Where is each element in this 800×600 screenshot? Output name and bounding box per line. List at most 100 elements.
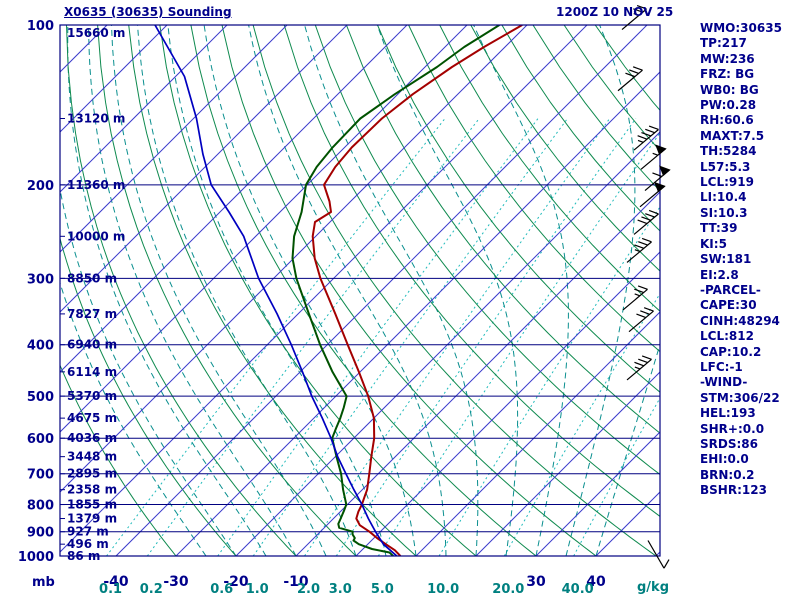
isotherm-line (235, 131, 660, 556)
stat-line: LCL:812 (700, 329, 754, 344)
height-label: 86 m (67, 549, 100, 563)
pressure-label: 500 (27, 390, 54, 405)
stat-line: SI:10.3 (700, 205, 748, 220)
isotherm-line (295, 191, 660, 556)
mixing-ratio-label: 2.0 (297, 582, 320, 597)
stat-line: CINH:48294 (700, 313, 780, 328)
dry-adiabat-line (345, 25, 660, 434)
stat-line: EHI:0.0 (700, 452, 749, 467)
height-label: 1855 m (67, 498, 117, 512)
stat-line: BRN:0.2 (700, 467, 755, 482)
temp-label: -30 (163, 574, 189, 590)
stats-panel: WMO:30635 TP:217 MW:236 FRZ: BG WB0: BG PW:0.… (700, 21, 782, 499)
isotherm-line (60, 25, 588, 553)
dry-adiabat-line (314, 25, 660, 476)
moist-adiabat-line (67, 25, 267, 556)
height-label: 4036 m (67, 431, 117, 445)
pressure-unit-label: mb (32, 575, 55, 590)
mixing-ratio-label: 20.0 (492, 582, 524, 597)
dry-adiabat-line (252, 25, 657, 556)
pressure-label: 100 (27, 19, 54, 34)
stat-line: RH:60.6 (700, 113, 754, 128)
stat-line: CAP:10.2 (700, 344, 762, 359)
chart-background (60, 25, 660, 556)
temp-label: -40 (103, 574, 129, 590)
moist-adiabat-line (203, 25, 417, 556)
wind-barbs-layer (617, 5, 671, 569)
stat-line: TT:39 (700, 221, 738, 236)
stat-line: HEL:193 (700, 406, 756, 421)
isotherm-line (60, 25, 168, 133)
dry-adiabat-line (159, 25, 477, 556)
stat-line: SRDS:86 (700, 436, 758, 451)
isotherm-line (115, 25, 648, 556)
dry-adiabat-line (190, 25, 537, 556)
height-label: 10000 m (67, 229, 125, 243)
plot-border (59, 24, 661, 557)
wind-barb (633, 125, 659, 151)
stat-line: LFC:-1 (700, 359, 743, 374)
pressure-label: 600 (27, 432, 54, 447)
moist-adiabat-line (565, 25, 636, 556)
mixing-unit-label: g/kg (637, 580, 670, 595)
pressure-label: 700 (27, 468, 54, 483)
wind-barb (639, 181, 666, 208)
pressure-label: 200 (27, 179, 54, 194)
stat-line: TP:217 (700, 36, 747, 51)
dry-adiabat-line (377, 25, 660, 393)
height-label: 1379 m (67, 512, 117, 526)
mixing-ratio-line (438, 205, 660, 556)
height-label: 11360 m (67, 178, 125, 192)
dry-adiabat-line (439, 25, 660, 312)
wind-barb (640, 144, 667, 170)
dry-adiabat-line (283, 25, 660, 518)
isotherm-line (60, 25, 348, 313)
dry-adiabat-line (97, 25, 357, 556)
wind-barb (644, 165, 671, 192)
pressure-label: 1000 (18, 550, 54, 565)
isotherm-line (60, 25, 408, 373)
height-label: 2358 m (67, 483, 117, 497)
mixing-ratio-line (335, 118, 637, 556)
wind-barb (621, 5, 647, 31)
stat-line: MW:236 (700, 51, 755, 66)
dry-adiabat-line (60, 236, 237, 556)
stat-line: TH:5284 (700, 144, 757, 159)
chart-title: X0635 (30635) Sounding (64, 5, 232, 19)
mixing-ratio-label: 0.1 (99, 582, 122, 597)
mixing-ratio-line (217, 118, 539, 556)
stat-line: MAXT:7.5 (700, 128, 765, 143)
temp-label: 30 (526, 574, 546, 590)
mixing-ratio-label: 1.0 (246, 582, 269, 597)
height-label: 6114 m (67, 365, 117, 379)
isotherm-line (60, 25, 528, 493)
stat-line: BSHR:123 (700, 483, 767, 498)
stat-line: FRZ: BG (700, 67, 755, 82)
height-label: 2895 m (67, 467, 117, 481)
stat-line: WB0: BG (700, 82, 759, 97)
mixing-ratio-line (106, 118, 446, 556)
stat-line: KI:5 (700, 236, 727, 251)
moist-adiabat-line (60, 186, 237, 556)
mixing-ratio-label: 0.6 (210, 582, 233, 597)
parcel-trace (154, 25, 398, 556)
mixing-ratio-line (377, 131, 660, 556)
stat-line: -WIND- (700, 375, 748, 390)
height-label: 496 m (67, 537, 109, 551)
chart-traces (154, 25, 523, 556)
chart-datetime: 1200Z 10 NOV 25 (556, 5, 674, 19)
temp-label: -20 (223, 574, 249, 590)
isotherm-line (60, 25, 288, 253)
stat-line: SHR+:0.0 (700, 421, 765, 436)
mixing-ratio-label: 3.0 (329, 582, 352, 597)
mixing-ratio-label: 10.0 (427, 582, 459, 597)
mixing-ratio-line (146, 118, 480, 556)
stat-line: STM:306/22 (700, 390, 780, 405)
dry-adiabat-line (66, 25, 297, 556)
temp-label: 40 (586, 574, 606, 590)
dewpoint-trace (291, 25, 500, 556)
isotherm-line (415, 311, 660, 556)
mixing-ratio-line (304, 118, 611, 556)
wind-barb (647, 540, 670, 569)
